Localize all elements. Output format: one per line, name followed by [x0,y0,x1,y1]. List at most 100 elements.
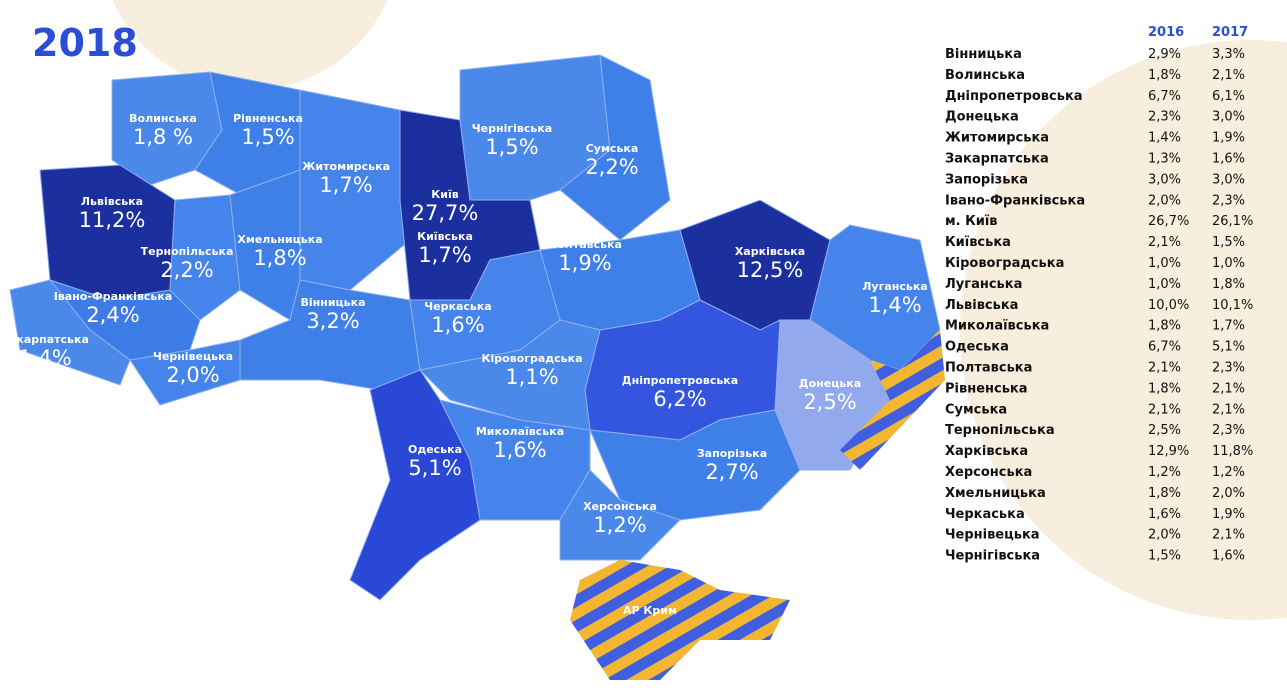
region-value: 1,5% [485,135,538,159]
region-value: 3,2% [306,309,359,333]
cell: 1,8% [1148,68,1181,83]
cell: 3,0% [1212,172,1245,187]
region-name: Київ [431,188,458,201]
row-name: Кіровоградська [945,256,1064,271]
cell: 3,3% [1212,47,1245,62]
occupied-area [840,330,945,470]
region-value: 2,7% [705,460,758,484]
cell: 1,8% [1148,486,1181,501]
region-value: 2,0% [166,363,219,387]
row-name: м. Київ [945,214,998,229]
region-value: 2,4% [86,303,139,327]
cell: 1,5% [1148,549,1181,564]
row-name: Херсонська [945,465,1032,480]
row-name: Полтавська [945,361,1032,376]
cell: 5,1% [1212,340,1245,355]
region-name: Київська [417,230,473,243]
table: 2016 2017 Вінницька 2,9% 3,3% Волинська 1,8% 2,… [945,25,1253,564]
row-name: Черкаська [945,507,1025,522]
region-name: Вінницька [300,296,365,309]
row-name: Харківська [945,444,1028,459]
region-name: Харківська [735,245,805,258]
row-name: Миколаївська [945,319,1049,334]
row-name: Донецька [945,110,1019,125]
cell: 2,0% [1148,528,1181,543]
region-name: Житомирська [302,160,390,173]
region-name: Миколаївська [476,425,564,438]
region-value: 1,5% [241,125,294,149]
cell: 2,1% [1212,68,1245,83]
cell: 2,5% [1148,423,1181,438]
cell: 1,0% [1148,256,1181,271]
region-value: 1,7% [319,173,372,197]
region [559,469,681,561]
region [418,319,601,431]
cell: 2,3% [1212,423,1245,438]
crimea-label: АР Крим [623,604,677,617]
region-name: Дніпропетровська [622,374,738,387]
region-name: Львівська [81,195,143,208]
cell: 6,7% [1148,340,1181,355]
cell: 2,3% [1148,110,1181,125]
region-name: Херсонська [583,500,657,513]
cell: 2,1% [1212,402,1245,417]
region-value: 1,6% [493,438,546,462]
row-name: Вінницька [945,47,1022,62]
region-name: Волинська [129,112,197,125]
cell: 1,0% [1212,256,1245,271]
cell: 26,7% [1148,214,1189,229]
cell: 1,6% [1148,507,1181,522]
cell: 2,0% [1148,193,1181,208]
cell: 26,1% [1212,214,1253,229]
row-name: Рівненська [945,381,1028,396]
cell: 1,5% [1212,235,1245,250]
row-name: Сумська [945,402,1007,417]
cell: 2,1% [1148,361,1181,376]
cell: 2,3% [1212,193,1245,208]
region-name: Рівненська [233,112,303,125]
region-name: Чернівецька [153,350,233,363]
region-value: 5,1% [408,456,461,480]
region-value: 2,2% [585,155,638,179]
region-value: 1,7% [418,243,471,267]
cell: 1,8% [1212,277,1245,292]
region-value: 1,8 % [133,125,193,149]
cell: 1,9% [1212,131,1245,146]
region-name: Запорізька [697,447,767,460]
region-value: 6,2% [653,387,706,411]
region-name: Луганська [862,280,927,293]
region-value: 1,4% [868,293,921,317]
cell: 2,1% [1212,528,1245,543]
region-value: 2,5% [803,390,856,414]
region-value: 1,9% [558,251,611,275]
title: 2018 [32,21,138,65]
cell: 10,1% [1212,298,1253,313]
cell: 1,6% [1212,152,1245,167]
region-name: Сумська [586,142,639,155]
region-value: 1,4% [18,346,71,370]
row-name: Луганська [945,277,1022,292]
cell: 1,3% [1148,152,1181,167]
row-name: Хмельницька [945,486,1046,501]
row-name: Тернопільська [945,423,1055,438]
cell: 1,2% [1212,465,1245,480]
row-name: Київська [945,235,1011,250]
row-name: Волинська [945,68,1025,83]
row-name: Житомирська [945,131,1049,146]
cell: 3,0% [1148,172,1181,187]
cell: 1,8% [1148,319,1181,334]
region-name: Одеська [408,443,462,456]
region-value: 12,5% [737,258,804,282]
cell: 1,7% [1212,319,1245,334]
cell: 1,8% [1148,381,1181,396]
region-name: Чернігівська [472,122,552,135]
row-name: Одеська [945,340,1009,355]
region-name: Тернопільська [141,245,234,258]
row-name: Львівська [945,298,1018,313]
region-name: Хмельницька [237,233,322,246]
region-name: Донецька [799,377,861,390]
region-name: Закарпатська [1,333,89,346]
cell: 1,9% [1212,507,1245,522]
